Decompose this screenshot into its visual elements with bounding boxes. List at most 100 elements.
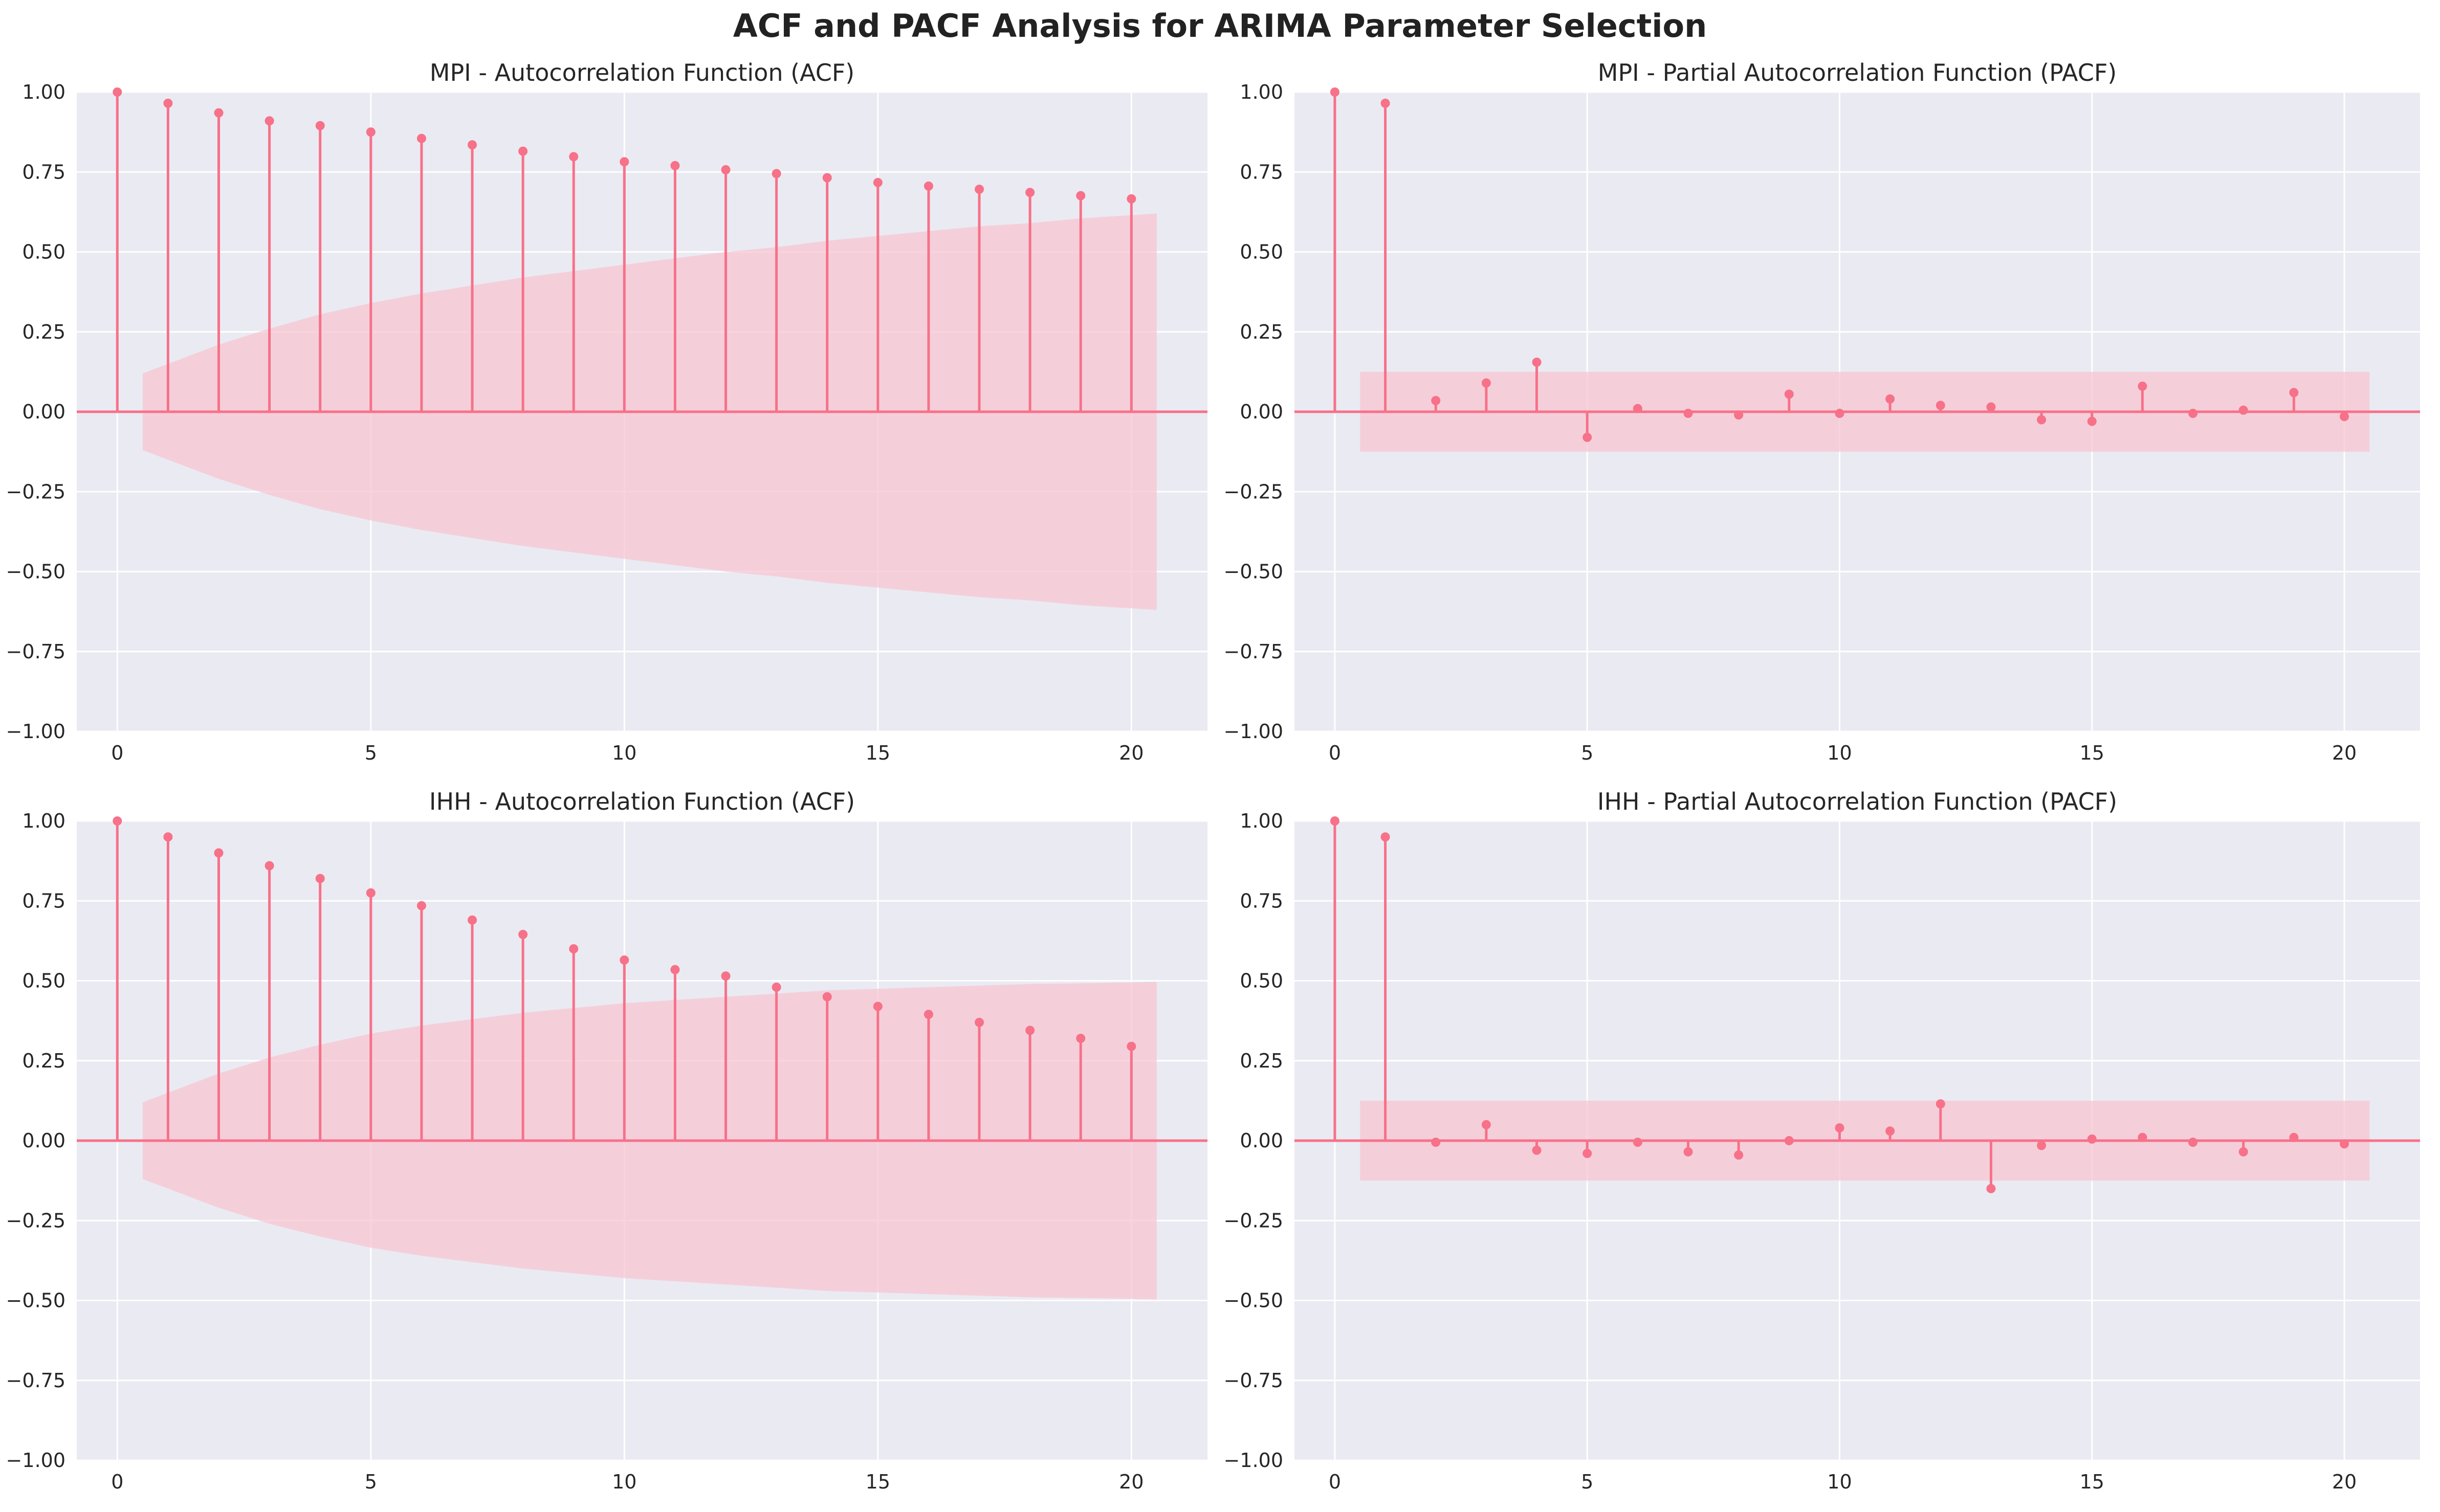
marker-lag-8 [518, 146, 528, 156]
marker-lag-14 [822, 173, 832, 183]
marker-lag-8 [1734, 410, 1744, 420]
x-tick-label: 10 [612, 742, 636, 764]
marker-lag-10 [620, 955, 629, 965]
y-tick-label: −0.50 [6, 561, 65, 583]
y-tick-label: 0.25 [1240, 1050, 1283, 1072]
x-tick-label: 5 [1581, 742, 1593, 764]
marker-lag-0 [113, 816, 122, 826]
marker-lag-17 [2188, 1138, 2198, 1147]
panel-title-ihh-pacf: IHH - Partial Autocorrelation Function (… [1597, 788, 2117, 815]
y-tick-label: −0.25 [1224, 480, 1283, 503]
y-tick-label: 0.75 [22, 161, 65, 183]
y-tick-label: −0.25 [6, 1209, 65, 1232]
marker-lag-2 [214, 848, 224, 858]
chart-ihh-pacf: −1.00 −0.75 −0.50 −0.25 0.00 0.25 0.50 0.75 1.00… [1224, 788, 2420, 1493]
marker-lag-5 [1582, 433, 1592, 442]
marker-lag-17 [2188, 409, 2198, 418]
marker-lag-14 [2037, 1141, 2047, 1150]
y-tick-label: 0.25 [1240, 321, 1283, 343]
marker-lag-3 [1481, 378, 1491, 388]
marker-lag-6 [1633, 1138, 1642, 1147]
marker-lag-20 [2340, 1139, 2349, 1149]
x-tick-label: 0 [111, 742, 123, 764]
marker-lag-4 [315, 874, 325, 883]
marker-lag-20 [1127, 1041, 1136, 1051]
marker-lag-10 [620, 157, 629, 167]
marker-lag-2 [1431, 1138, 1441, 1147]
y-tick-label: 0.00 [22, 401, 65, 423]
marker-lag-9 [569, 152, 579, 162]
x-tick-label: 15 [2080, 742, 2104, 764]
marker-lag-7 [468, 140, 477, 150]
y-tick-label: 0.50 [22, 241, 65, 263]
y-tick-label: −1.00 [1224, 1449, 1283, 1472]
marker-lag-12 [1936, 1099, 1945, 1109]
x-tick-label: 20 [1119, 742, 1144, 764]
marker-lag-11 [670, 161, 680, 170]
figure-title: ACF and PACF Analysis for ARIMA Paramete… [733, 7, 1707, 45]
marker-lag-19 [2289, 1132, 2299, 1142]
marker-lag-9 [569, 944, 579, 953]
marker-lag-5 [1582, 1149, 1592, 1158]
panel-title-ihh-acf: IHH - Autocorrelation Function (ACF) [429, 788, 855, 815]
marker-lag-7 [1683, 1147, 1693, 1157]
y-tick-label: −0.75 [1224, 640, 1283, 663]
x-tick-label: 0 [1329, 742, 1341, 764]
marker-lag-16 [924, 1010, 933, 1019]
marker-lag-13 [772, 983, 781, 992]
x-tick-label: 5 [1581, 1471, 1593, 1493]
marker-lag-6 [1633, 404, 1642, 413]
y-tick-label: 1.00 [22, 81, 65, 103]
y-tick-label: 0.25 [22, 321, 65, 343]
y-tick-label: 0.75 [1240, 890, 1283, 912]
x-tick-label: 5 [365, 742, 377, 764]
marker-lag-16 [2138, 1132, 2147, 1142]
x-tick-label: 10 [1827, 742, 1852, 764]
marker-lag-1 [163, 832, 173, 842]
x-tick-label: 20 [2332, 1471, 2357, 1493]
marker-lag-14 [822, 992, 832, 1002]
y-tick-label: 1.00 [1240, 81, 1283, 103]
x-tick-label: 15 [866, 1471, 890, 1493]
y-tick-label: 0.00 [22, 1129, 65, 1152]
panel-title-mpi-pacf: MPI - Partial Autocorrelation Function (… [1598, 59, 2117, 86]
marker-lag-15 [873, 177, 883, 187]
marker-lag-9 [1784, 1136, 1794, 1145]
y-tick-label: −1.00 [6, 720, 65, 743]
marker-lag-14 [2037, 415, 2047, 425]
marker-lag-6 [416, 901, 426, 910]
marker-lag-18 [2238, 1147, 2248, 1157]
marker-lag-11 [670, 965, 680, 974]
marker-lag-5 [366, 127, 376, 137]
y-tick-label: 0.25 [22, 1050, 65, 1072]
y-tick-label: −0.75 [6, 640, 65, 663]
marker-lag-5 [366, 888, 376, 898]
marker-lag-15 [873, 1002, 883, 1011]
marker-lag-12 [721, 971, 731, 981]
y-tick-label: −0.75 [1224, 1369, 1283, 1392]
y-tick-label: 1.00 [22, 810, 65, 832]
marker-lag-19 [1076, 191, 1086, 201]
chart-mpi-pacf: −1.00 −0.75 −0.50 −0.25 0.00 0.25 0.50 0.75 1.00… [1224, 59, 2420, 764]
marker-lag-3 [265, 116, 274, 126]
marker-lag-1 [1380, 98, 1390, 108]
x-tick-label: 10 [612, 1471, 636, 1493]
marker-lag-13 [772, 169, 781, 179]
marker-lag-4 [1532, 358, 1542, 367]
marker-lag-0 [1330, 816, 1339, 826]
y-tick-label: −0.25 [1224, 1209, 1283, 1232]
y-tick-label: −1.00 [6, 1449, 65, 1472]
x-tick-label: 0 [1329, 1471, 1341, 1493]
marker-lag-6 [416, 134, 426, 143]
marker-lag-12 [721, 165, 731, 174]
marker-lag-0 [1330, 87, 1339, 97]
y-tick-label: −0.50 [1224, 561, 1283, 583]
chart-ihh-acf: −1.00 −0.75 −0.50 −0.25 0.00 0.25 0.50 0.75 1.00… [6, 788, 1207, 1493]
y-tick-label: 0.00 [1240, 1129, 1283, 1152]
y-tick-label: −0.25 [6, 480, 65, 503]
y-tick-label: 0.75 [1240, 161, 1283, 183]
y-tick-label: 0.50 [1240, 970, 1283, 992]
marker-lag-11 [1885, 394, 1895, 404]
marker-lag-18 [2238, 405, 2248, 415]
marker-lag-12 [1936, 401, 1945, 410]
